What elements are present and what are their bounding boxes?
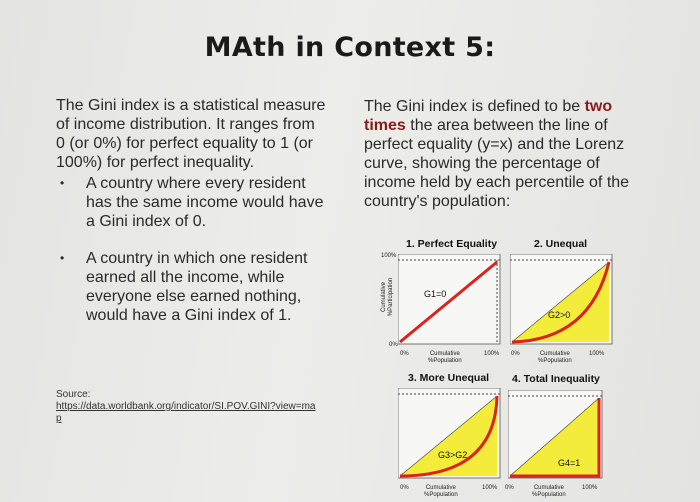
chart-panel-more-unequal — [398, 388, 501, 479]
x-axis-label: Cumulative %Population — [538, 351, 572, 364]
lorenz-curve — [511, 261, 611, 344]
gini-label-g3: G3>G2 — [438, 450, 468, 460]
chart-title-perfect-equality: 1. Perfect Equality — [406, 238, 498, 250]
right-column-text: The Gini index is defined to be two time… — [364, 97, 636, 211]
chart-panel-unequal — [510, 254, 613, 345]
gini-label-g1: G1=0 — [424, 289, 447, 299]
chart-panel-total-inequality — [508, 390, 603, 479]
x-tick-100: 100% — [589, 351, 605, 357]
gini-label-g4: G4=1 — [558, 458, 581, 468]
x-tick-0: 0% — [400, 485, 409, 491]
x-tick-100: 100% — [582, 485, 598, 491]
definition-highlight: two times — [364, 98, 613, 134]
chart-title-more-unequal: 3. More Unequal — [408, 372, 490, 384]
definition-text-end: the area between the line of perfect equ… — [364, 117, 630, 210]
x-tick-0: 0% — [400, 351, 409, 357]
slide-title: MAth in Context 5: — [204, 32, 496, 63]
y-tick-100: 100% — [381, 253, 397, 259]
y-axis-label: Cumulative %Participation — [381, 277, 394, 317]
bullet-item-equality: A country where every resident has the s… — [56, 174, 326, 231]
bullet-list: A country where every resident has the s… — [56, 174, 326, 325]
chart-title-total-inequality: 4. Total Inequality — [512, 373, 600, 385]
x-tick-0: 0% — [511, 351, 520, 357]
definition-text-start: The Gini index is defined to be — [364, 98, 581, 115]
left-column: The Gini index is a statistical measure … — [56, 96, 326, 325]
lorenz-curve — [510, 398, 601, 478]
bullet-item-inequality: A country in which one resident earned a… — [56, 249, 326, 325]
gini-intro-text: The Gini index is a statistical measure … — [56, 97, 326, 171]
x-axis-label: Cumulative %Population — [428, 351, 462, 364]
x-axis-label: Cumulative %Population — [424, 485, 458, 498]
gini-label-g2: G2>0 — [548, 310, 571, 320]
x-tick-0: 0% — [505, 485, 514, 491]
equality-line — [511, 261, 610, 343]
chart-title-unequal: 2. Unequal — [534, 238, 588, 250]
equality-line — [399, 395, 498, 477]
x-axis-label: Cumulative %Population — [532, 485, 566, 498]
y-tick-0: 0% — [389, 342, 398, 348]
lorenz-curve — [399, 395, 499, 478]
source-label: Source: — [56, 389, 91, 400]
x-tick-100: 100% — [484, 351, 500, 357]
equality-line — [509, 397, 600, 477]
chart-panel-perfect-equality — [398, 254, 501, 345]
source-link[interactable]: https://data.worldbank.org/indicator/SI.… — [56, 401, 316, 424]
source-block: Source: https://data.worldbank.org/indic… — [56, 389, 316, 425]
x-tick-100: 100% — [482, 485, 498, 491]
lorenz-curve-line — [399, 260, 498, 344]
